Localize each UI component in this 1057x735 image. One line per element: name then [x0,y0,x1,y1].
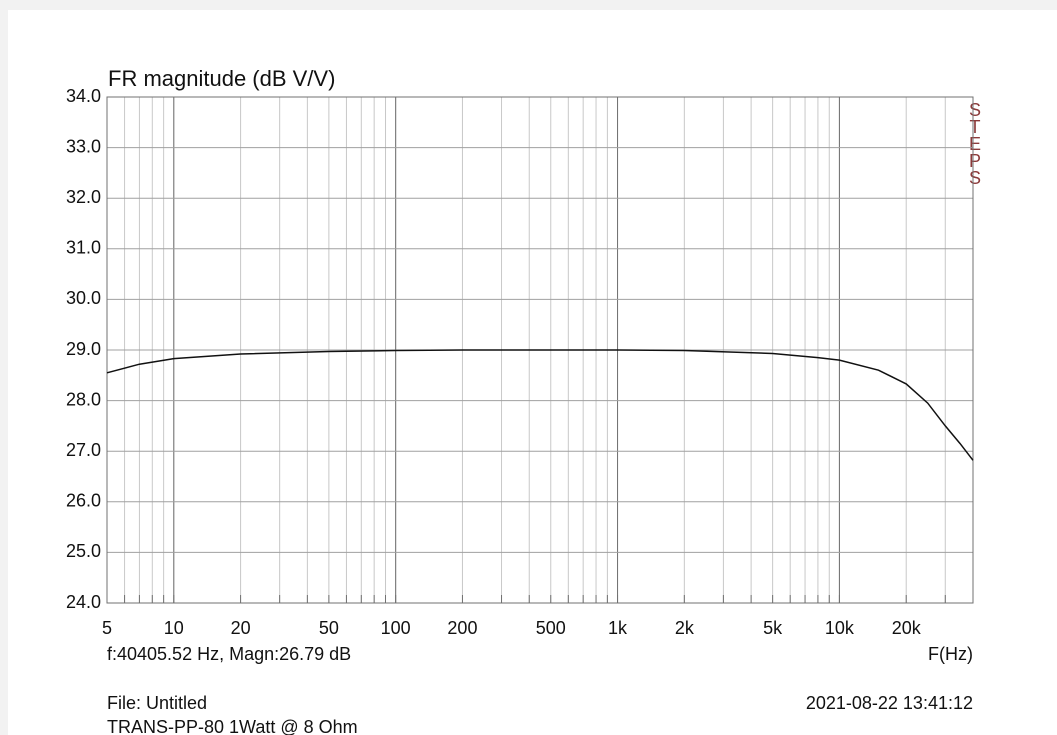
x-tick-label: 20k [892,618,922,638]
y-tick-label: 28.0 [66,389,101,409]
cursor-readout: f:40405.52 Hz, Magn:26.79 dB [107,644,351,664]
y-tick-label: 34.0 [66,86,101,106]
x-tick-label: 10 [164,618,184,638]
timestamp: 2021-08-22 13:41:12 [806,693,973,713]
x-axis-label: F(Hz) [928,644,973,664]
x-tick-label: 20 [231,618,251,638]
y-tick-label: 32.0 [66,187,101,207]
file-label: File: Untitled [107,693,207,713]
y-tick-label: 29.0 [66,339,101,359]
x-tick-label: 5k [763,618,783,638]
x-tick-label: 2k [675,618,695,638]
description: TRANS-PP-80 1Watt @ 8 Ohm [107,717,358,735]
x-tick-label: 200 [447,618,477,638]
x-tick-label: 5 [102,618,112,638]
x-tick-label: 1k [608,618,628,638]
y-tick-label: 26.0 [66,491,101,511]
side-label: STEPS [965,100,985,185]
plot-frame [106,96,974,604]
x-tick-label: 100 [381,618,411,638]
y-tick-label: 25.0 [66,541,101,561]
x-tick-label: 50 [319,618,339,638]
x-tick-label: 10k [825,618,855,638]
y-tick-label: 31.0 [66,238,101,258]
chart-title: FR magnitude (dB V/V) [108,66,335,91]
y-tick-label: 33.0 [66,136,101,156]
x-tick-label: 500 [536,618,566,638]
line-series [106,349,974,461]
y-tick-label: 24.0 [66,592,101,612]
y-tick-label: 30.0 [66,288,101,308]
y-tick-label: 27.0 [66,440,101,460]
